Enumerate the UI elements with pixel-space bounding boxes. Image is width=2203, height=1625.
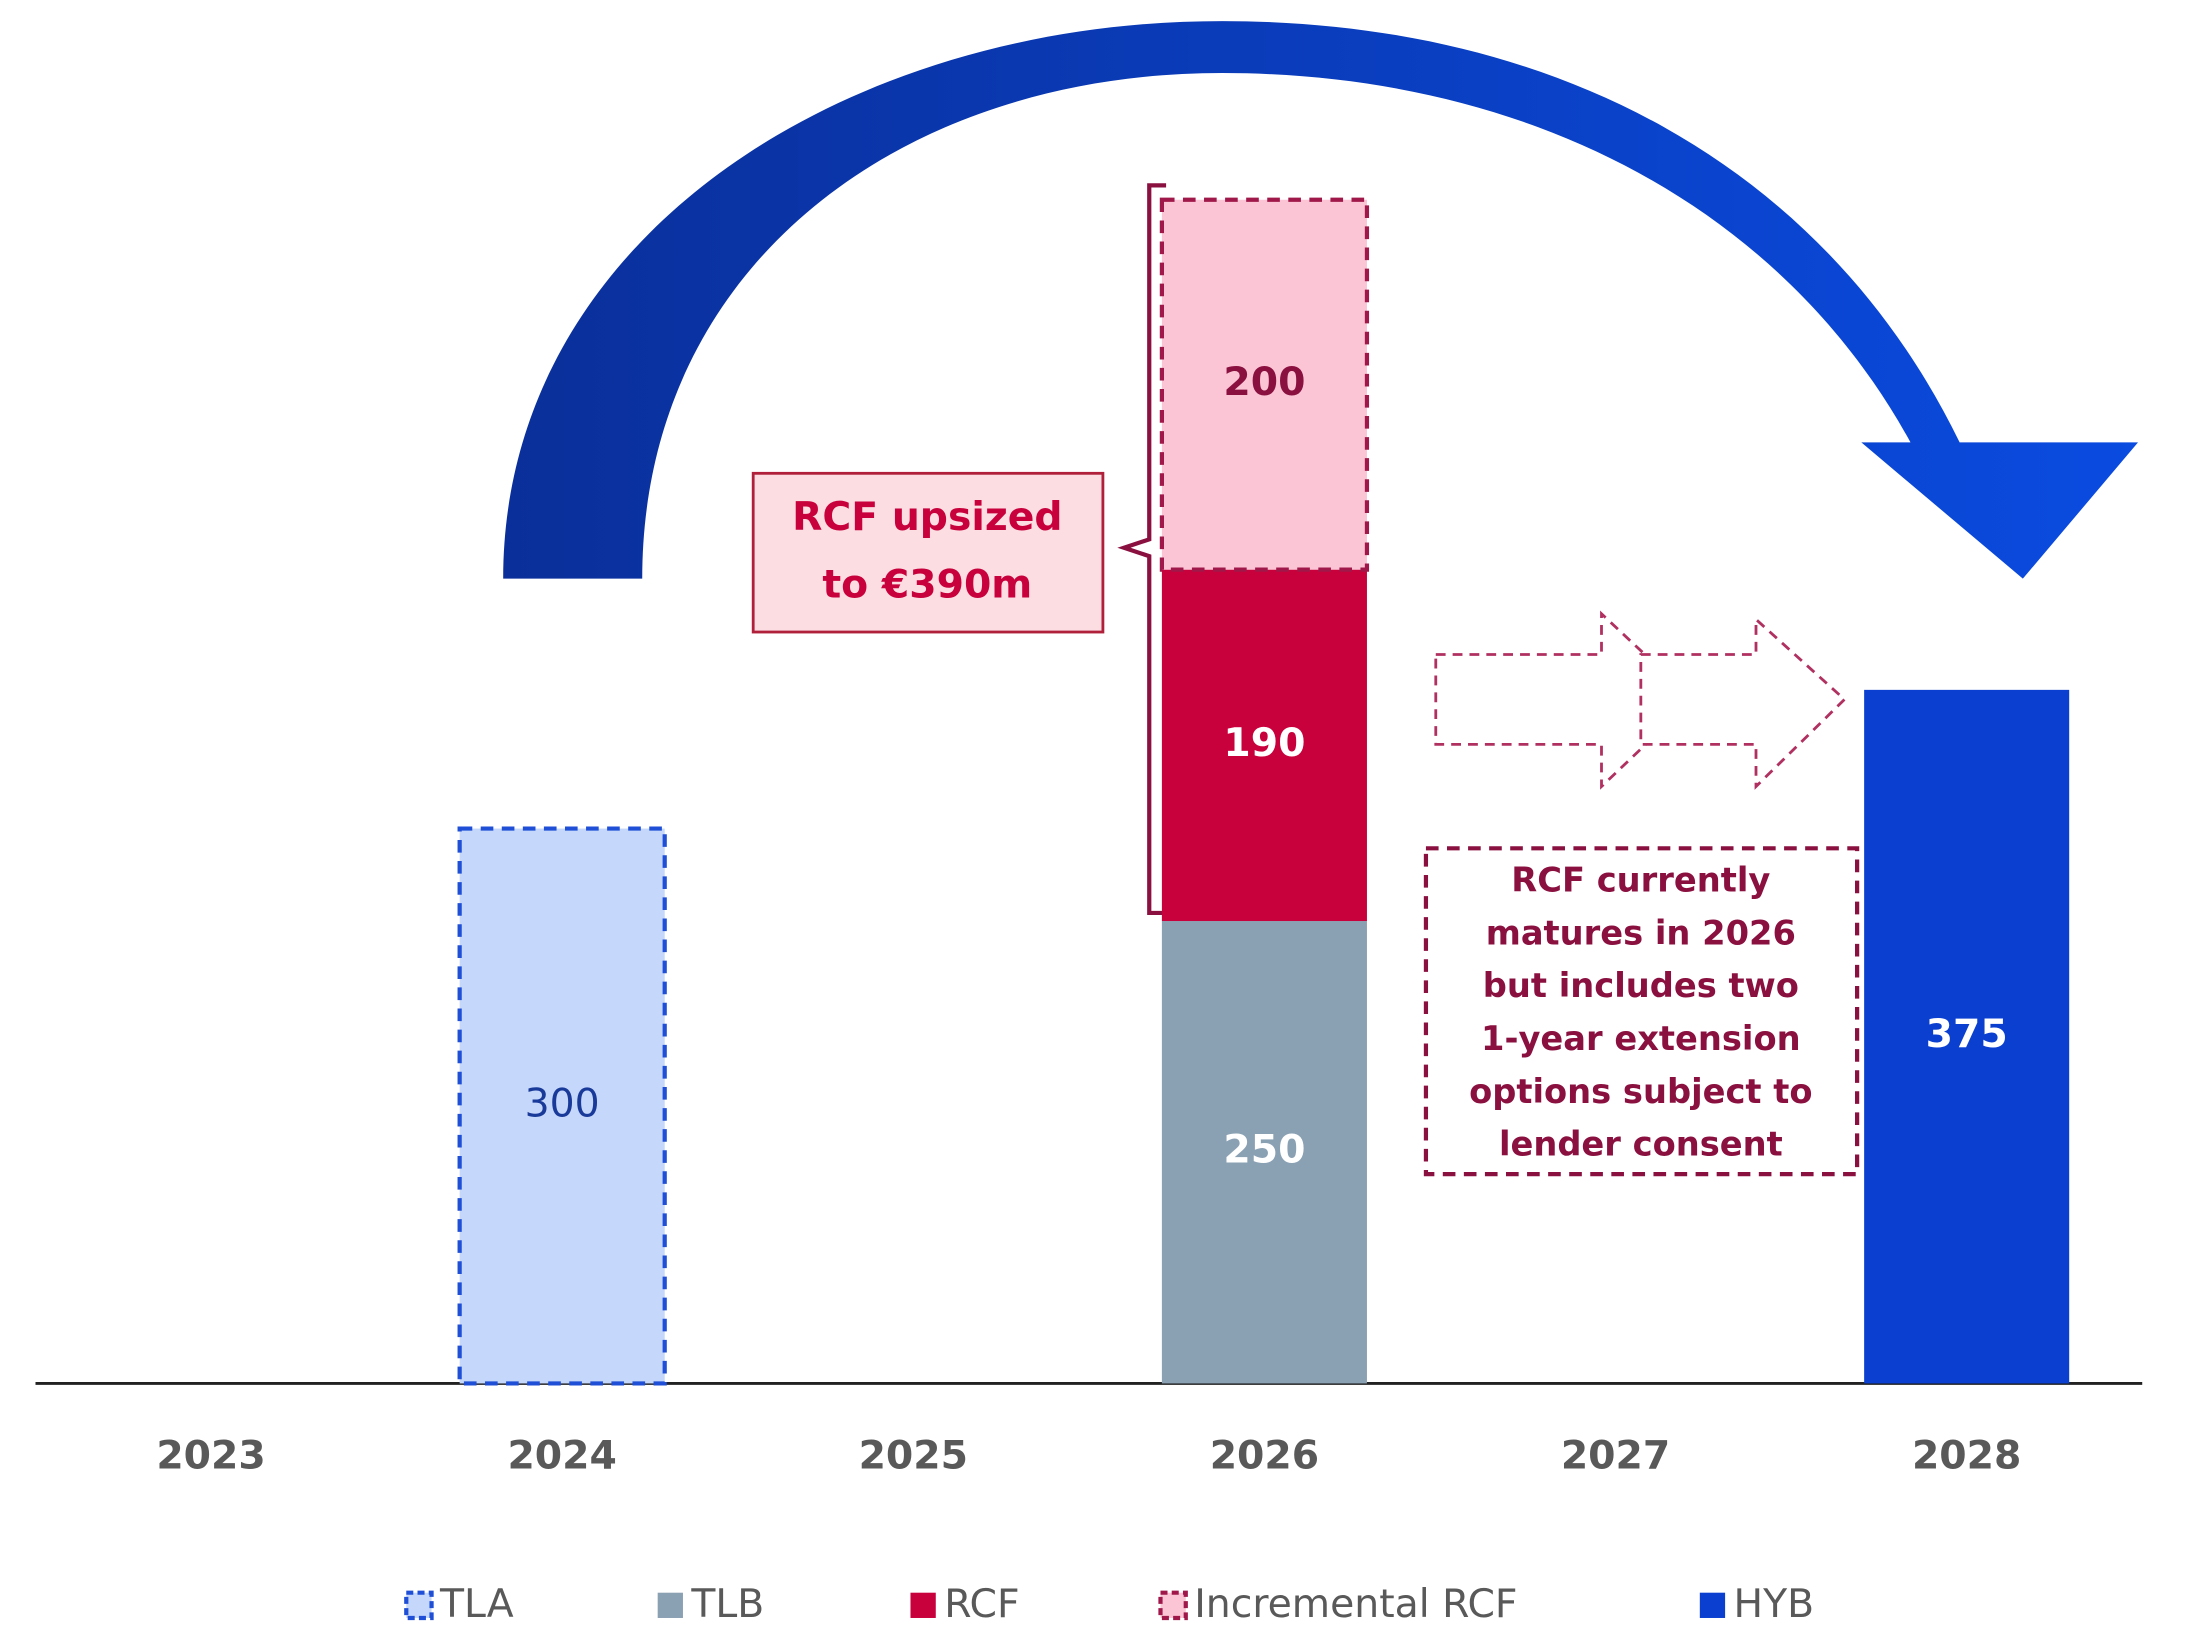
legend-label: TLB (690, 1582, 764, 1625)
bar-segment (1159, 197, 1370, 572)
bar-segment (1864, 689, 2070, 1384)
bar-segment (457, 826, 667, 1386)
data-label: 375 (1926, 1012, 2008, 1057)
x-tick-label: 2027 (1561, 1433, 1670, 1478)
annotation-box (751, 471, 1105, 634)
annotation-box (1423, 846, 1860, 1177)
legend-label: RCF (944, 1582, 1019, 1625)
annotation-line: RCF currently (1511, 861, 1770, 900)
legend-swatch (1158, 1590, 1188, 1621)
annotation-line: but includes two (1483, 966, 1799, 1005)
extension-arrows (1434, 610, 1847, 790)
data-label: 200 (1223, 360, 1305, 405)
legend-swatch (404, 1590, 434, 1621)
x-tick-label: 2028 (1912, 1433, 2021, 1478)
legend-label: TLA (439, 1582, 514, 1625)
legend-swatch (657, 1592, 683, 1618)
annotation-line: 1-year extension (1481, 1019, 1801, 1058)
rollover-arrow (503, 21, 2139, 579)
legend-swatch (910, 1592, 936, 1618)
x-tick-label: 2024 (507, 1433, 616, 1478)
x-tick-label: 2023 (156, 1433, 265, 1478)
data-label: 300 (525, 1082, 600, 1127)
annotation-line: to €390m (822, 563, 1032, 608)
annotation-line: options subject to (1469, 1072, 1812, 1111)
annotation-line: matures in 2026 (1486, 913, 1796, 952)
annotation-line: lender consent (1499, 1125, 1783, 1164)
bracket (1117, 183, 1167, 916)
bar-segment (1161, 569, 1367, 922)
x-tick-label: 2026 (1210, 1433, 1319, 1478)
data-label: 190 (1223, 721, 1305, 766)
x-tick-label: 2025 (859, 1433, 968, 1478)
legend-swatch (1699, 1592, 1726, 1618)
data-label: 250 (1223, 1128, 1305, 1173)
annotation-line: RCF upsized (792, 495, 1062, 540)
legend-label: HYB (1734, 1582, 1815, 1625)
bar-segment (1161, 921, 1367, 1384)
legend-label: Incremental RCF (1194, 1582, 1517, 1625)
